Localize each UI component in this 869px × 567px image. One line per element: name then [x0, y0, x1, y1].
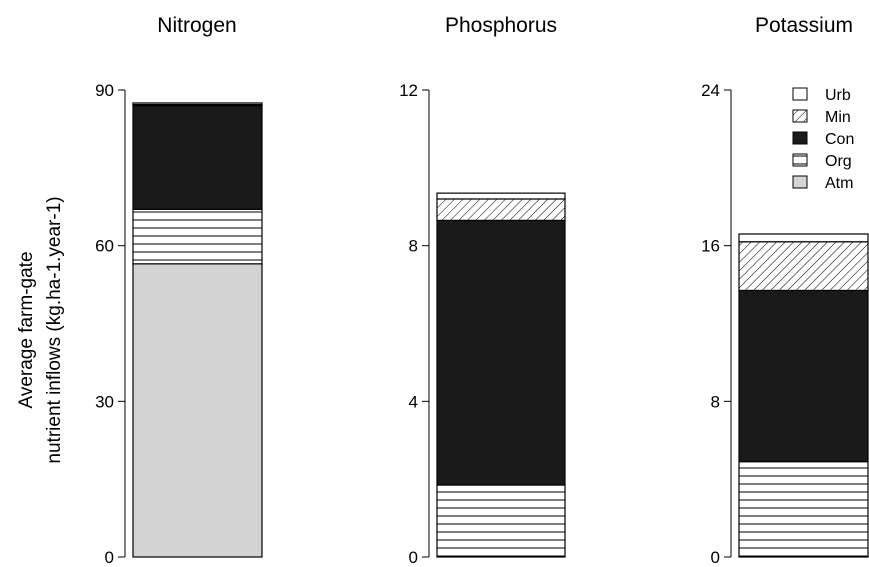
legend: Urb Min Con Org Atm: [792, 87, 854, 192]
legend-swatch-atm: [792, 175, 808, 189]
y-tick-label: 24: [701, 81, 720, 100]
legend-label-min: Min: [825, 109, 851, 126]
legend-label-urb: Urb: [825, 87, 851, 104]
y-axis-label-line-1: Average farm-gate: [16, 251, 37, 408]
panel-potassium: Potassium 0 8 16 24: [701, 14, 869, 567]
y-tick-label: 0: [711, 548, 720, 567]
panel-title: Phosphorus: [445, 14, 557, 37]
legend-swatch-urb: [792, 87, 808, 101]
legend-label-org: Org: [825, 153, 852, 170]
bar-segment-urb: [132, 102, 263, 106]
y-tick-label: 90: [95, 81, 114, 100]
bar-segment-org: [436, 484, 566, 558]
y-tick-label: 16: [701, 237, 720, 256]
bar-segment-urb: [436, 192, 566, 200]
panel-title: Nitrogen: [157, 14, 236, 37]
bar-segment-con: [738, 289, 869, 463]
legend-label-con: Con: [825, 131, 854, 148]
legend-swatch-con: [792, 131, 808, 145]
y-tick-label: 12: [399, 81, 418, 100]
bar-segment-min: [738, 241, 869, 292]
y-tick-label: 8: [409, 237, 418, 256]
legend-label-atm: Atm: [825, 175, 853, 192]
bar-segment-org: [132, 208, 263, 265]
panel-phosphorus: Phosphorus 0 4 8 12: [399, 14, 566, 567]
y-tick-label: 0: [105, 548, 114, 567]
y-tick-label: 0: [409, 548, 418, 567]
bar-segment-con: [436, 219, 566, 486]
legend-swatch-org: [792, 153, 808, 167]
bar-segment-org: [738, 461, 869, 558]
panel-nitrogen: Nitrogen 0 30 60 90: [95, 14, 263, 567]
bar-segment-atm: [132, 263, 263, 558]
bar-segment-con: [132, 104, 263, 210]
y-tick-label: 30: [95, 392, 114, 411]
y-axis-label-line-2: nutrient inflows (kg.ha-1.year-1): [44, 196, 65, 463]
y-tick-label: 60: [95, 237, 114, 256]
legend-swatch-min: [792, 109, 808, 123]
bar-segment-urb: [738, 233, 869, 243]
y-tick-label: 4: [409, 392, 418, 411]
bar-segment-min: [436, 198, 566, 221]
panel-title: Potassium: [755, 14, 853, 37]
y-axis-label: Average farm-gate nutrient inflows (kg.h…: [16, 196, 65, 463]
y-tick-label: 8: [711, 392, 720, 411]
